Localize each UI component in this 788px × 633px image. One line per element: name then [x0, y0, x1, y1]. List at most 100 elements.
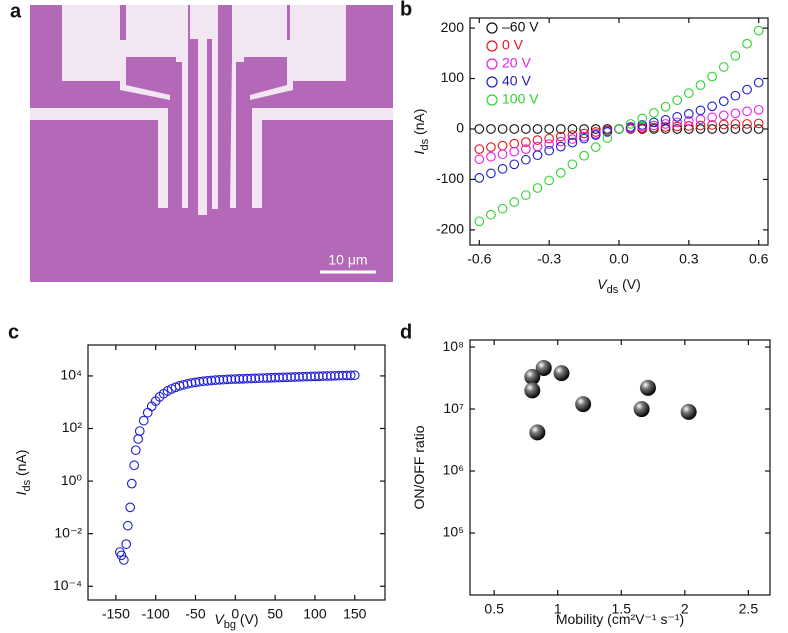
legend-marker — [486, 22, 498, 34]
point — [625, 122, 636, 132]
point — [660, 101, 671, 112]
point — [509, 124, 520, 134]
point — [730, 108, 741, 119]
point — [134, 426, 145, 436]
point — [753, 118, 764, 129]
point — [672, 121, 683, 132]
axis-label-sub: ds — [419, 138, 431, 150]
point — [567, 159, 578, 170]
point — [625, 119, 636, 129]
point — [133, 434, 144, 444]
panel-label: b — [400, 0, 412, 20]
point — [202, 375, 213, 386]
y-tick-label: 10⁴ — [60, 367, 82, 383]
x-tick-label: 50 — [267, 606, 283, 622]
point — [718, 110, 729, 121]
axis-label-main: Mobility (cm²V⁻¹ s⁻¹) — [556, 611, 684, 627]
point — [497, 149, 508, 160]
point — [553, 365, 570, 382]
point — [555, 168, 566, 178]
point — [730, 90, 741, 101]
point — [322, 371, 332, 381]
point — [567, 137, 578, 148]
point — [486, 124, 496, 134]
x-tick-label: 0.0 — [609, 251, 629, 267]
point — [649, 117, 659, 128]
panel-label: d — [400, 321, 412, 343]
point — [590, 124, 601, 134]
point — [602, 133, 613, 143]
point — [680, 403, 697, 420]
axis-label-sub: ds — [607, 284, 619, 296]
x-tick-label: -0.3 — [537, 251, 561, 267]
x-tick-label: 1 — [554, 601, 562, 617]
axis-label-main: I — [13, 491, 29, 495]
point — [282, 372, 292, 383]
point — [639, 379, 656, 396]
point — [270, 372, 280, 383]
axis-label-unit: (nA) — [411, 109, 427, 139]
y-tick-label: -100 — [436, 170, 464, 186]
point — [214, 374, 225, 385]
y-tick-label: 10⁰ — [61, 472, 83, 488]
point — [579, 124, 589, 134]
axis-label-main: ON/OFF ratio — [411, 425, 427, 509]
y-tick-label: 100 — [441, 69, 465, 85]
y-tick-label: 10⁷ — [443, 400, 464, 416]
point — [660, 115, 671, 125]
legend-marker — [486, 76, 498, 88]
point — [633, 401, 650, 418]
point — [742, 38, 752, 49]
micrograph — [30, 5, 393, 282]
point — [753, 124, 764, 134]
legend-label: 100 V — [502, 91, 539, 107]
point — [683, 88, 694, 99]
point — [349, 370, 360, 381]
point — [497, 124, 508, 134]
point — [683, 121, 694, 131]
x-tick-label: -50 — [185, 606, 205, 622]
y-tick-label: 10⁸ — [443, 338, 465, 354]
point — [509, 159, 520, 170]
point — [544, 124, 555, 134]
point — [138, 415, 149, 426]
axis-label: Vbg (V) — [214, 611, 258, 631]
point — [486, 209, 496, 220]
x-tick-label: 0.6 — [749, 251, 769, 267]
point — [707, 120, 717, 130]
legend-label: 0 V — [502, 37, 524, 53]
y-tick-label: 10⁵ — [443, 524, 464, 540]
point — [198, 376, 209, 387]
point — [742, 119, 752, 129]
point — [474, 173, 485, 183]
point — [544, 139, 555, 149]
point — [579, 128, 589, 139]
point — [306, 371, 316, 382]
point — [730, 119, 741, 129]
axis-label-unit: (V) — [618, 276, 641, 292]
legend-marker — [486, 58, 498, 70]
point — [730, 50, 741, 61]
point — [555, 124, 566, 134]
axis-label-sub: bg — [224, 619, 236, 631]
x-tick-label: 2.5 — [739, 601, 759, 617]
point — [226, 374, 237, 385]
point — [695, 105, 706, 116]
point — [742, 106, 752, 117]
point — [326, 371, 336, 381]
point — [532, 150, 543, 161]
point — [695, 120, 706, 131]
point — [310, 371, 320, 382]
point — [544, 175, 555, 186]
point — [218, 374, 229, 385]
point — [497, 163, 508, 174]
point — [575, 396, 592, 413]
point — [524, 368, 541, 385]
axis-label-main: I — [411, 150, 427, 154]
point — [660, 119, 671, 129]
point — [126, 478, 137, 489]
x-tick-label: 0.5 — [484, 601, 504, 617]
point — [509, 197, 520, 207]
point — [614, 124, 624, 134]
